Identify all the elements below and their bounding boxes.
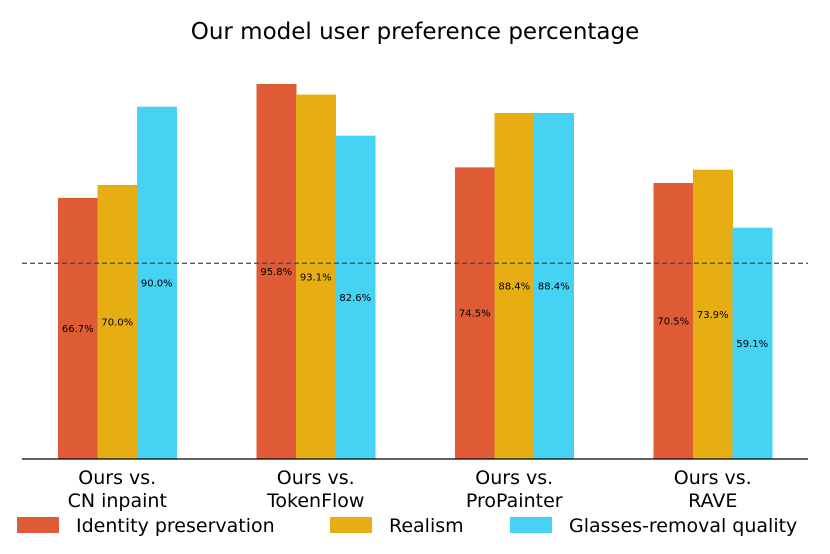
- bar-value-label: 82.6%: [339, 293, 371, 304]
- bar-2-3: [335, 135, 376, 459]
- bar-3-1: [455, 167, 495, 459]
- bar-value-label: 93.1%: [300, 272, 332, 283]
- bar-value-label: 59.1%: [736, 339, 768, 350]
- bar-3-2: [494, 112, 535, 459]
- bar-4-3: [732, 227, 773, 459]
- x-tick-label-line: RAVE: [688, 490, 737, 512]
- legend-swatch-2: [330, 517, 372, 533]
- bar-1-2: [97, 184, 138, 460]
- bar-2-2: [296, 94, 336, 459]
- x-tick-label-line: ProPainter: [466, 490, 563, 512]
- bar-value-label: 95.8%: [260, 267, 292, 278]
- x-tick-label: Ours vs. RAVE: [674, 467, 752, 512]
- x-tick-label-line: Ours vs.: [475, 467, 553, 489]
- legend: Identity preservation Realism Glasses-remo…: [17, 515, 797, 537]
- legend-label-2: Realism: [389, 515, 464, 537]
- bar-value-label: 88.4%: [538, 281, 570, 292]
- bar-value-label: 90.0%: [141, 278, 173, 289]
- bars-group: [58, 84, 773, 460]
- x-tick-label: Ours vs. CN inpaint: [68, 467, 167, 512]
- bar-value-labels: 66.7% 70.0% 90.0% 95.8% 93.1% 82.6% 74.5% 88.4%…: [62, 267, 768, 350]
- x-tick-label-line: CN inpaint: [68, 490, 167, 512]
- bar-value-label: 70.0%: [101, 317, 133, 328]
- bar-value-label: 74.5%: [459, 309, 491, 320]
- x-tick-label-line: Ours vs.: [78, 467, 156, 489]
- chart-title: Our model user preference percentage: [191, 19, 640, 45]
- x-tick-label-line: Ours vs.: [674, 467, 752, 489]
- x-tick-label-line: TokenFlow: [266, 490, 364, 512]
- legend-label-3: Glasses-removal quality: [569, 515, 797, 537]
- bar-2-1: [256, 84, 297, 459]
- legend-label-1: Identity preservation: [76, 515, 275, 537]
- bar-3-3: [534, 112, 574, 459]
- legend-swatch-1: [17, 517, 59, 533]
- bar-4-2: [693, 169, 733, 459]
- bar-value-label: 73.9%: [697, 310, 729, 321]
- bar-1-1: [58, 197, 98, 459]
- legend-swatch-3: [510, 517, 552, 533]
- bar-value-label: 88.4%: [498, 281, 530, 292]
- bar-4-1: [653, 183, 694, 460]
- bar-1-3: [137, 106, 177, 459]
- bar-value-label: 66.7%: [62, 324, 94, 335]
- x-tick-label: Ours vs. TokenFlow: [266, 467, 364, 512]
- x-tick-label-line: Ours vs.: [277, 467, 355, 489]
- bar-value-label: 70.5%: [657, 317, 689, 328]
- x-tick-label: Ours vs. ProPainter: [466, 467, 563, 512]
